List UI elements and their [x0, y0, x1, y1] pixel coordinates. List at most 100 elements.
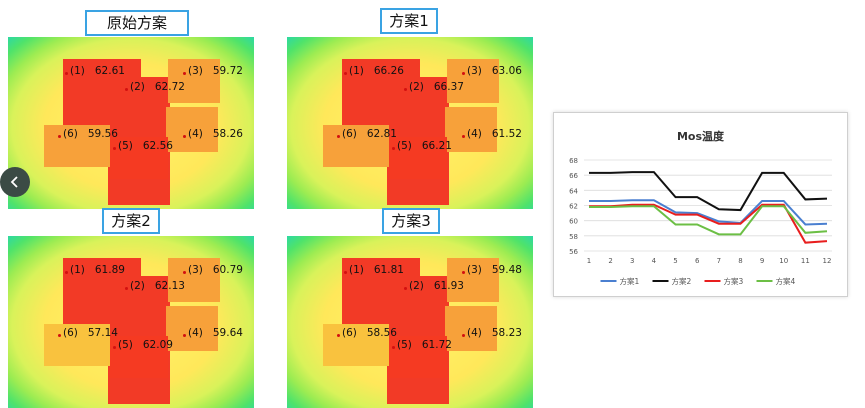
sensor-point-marker	[462, 271, 465, 274]
sensor-id: (3)	[467, 264, 482, 276]
y-tick-label: 56	[569, 248, 578, 256]
sensor-value: 59.64	[212, 327, 243, 339]
sensor-value: 62.56	[142, 140, 173, 152]
sensor-point-marker	[65, 271, 68, 274]
sensor-point-marker	[404, 88, 407, 91]
sensor-label: (6) 62.81	[342, 128, 397, 140]
chart-panel: Mos温度 56 58 60 62 64 66 68 1 2 3 4 5 6 7 8 9 10 11 12 方案1 方案2…	[553, 112, 848, 297]
sensor-id: (2)	[130, 280, 145, 292]
room-block	[44, 324, 110, 366]
heatmap-scheme2: (1) 61.89 (2) 62.13 (3) 60.79 (4) 59.64 (5) 62.09…	[8, 236, 254, 408]
sensor-label: (2) 62.13	[130, 280, 185, 292]
sensor-point-marker	[65, 72, 68, 75]
sensor-label: (2) 61.93	[409, 280, 464, 292]
sensor-point-marker	[392, 346, 395, 349]
chevron-left-icon	[10, 176, 18, 188]
sensor-id: (3)	[188, 264, 203, 276]
sensor-value: 59.48	[491, 264, 522, 276]
x-tick-label: 1	[587, 257, 591, 265]
y-tick-label: 62	[569, 203, 578, 211]
sensor-label: (4) 58.23	[467, 327, 522, 339]
sensor-label: (2) 66.37	[409, 81, 464, 93]
room-block	[389, 336, 447, 378]
x-tick-label: 4	[652, 257, 657, 265]
sensor-value: 62.09	[142, 339, 173, 351]
sensor-id: (5)	[118, 339, 133, 351]
room-block	[110, 336, 168, 378]
room-block	[389, 137, 447, 179]
heatmap-scheme3: (1) 61.81 (2) 61.93 (3) 59.48 (4) 58.23 (5) 61.72…	[287, 236, 533, 408]
sensor-id: (3)	[188, 65, 203, 77]
sensor-value: 61.89	[94, 264, 125, 276]
room-block	[445, 107, 497, 152]
sensor-value: 66.21	[421, 140, 452, 152]
sensor-point-marker	[462, 72, 465, 75]
sensor-label: (1) 61.89	[70, 264, 125, 276]
heatmap-scheme1: (1) 66.26 (2) 66.37 (3) 63.06 (4) 61.52 (5) 66.21…	[287, 37, 533, 209]
room-block	[447, 258, 499, 302]
sensor-id: (1)	[70, 65, 85, 77]
series-line-方案2	[589, 171, 828, 212]
room-block	[445, 306, 497, 351]
sensor-id: (4)	[188, 327, 203, 339]
sensor-value: 66.37	[433, 81, 464, 93]
previous-slide-button[interactable]	[0, 167, 30, 197]
sensor-label: (3) 60.79	[188, 264, 243, 276]
room-block	[166, 306, 218, 351]
sensor-point-marker	[337, 135, 340, 138]
chart-title: Mos温度	[677, 129, 725, 143]
sensor-id: (6)	[342, 327, 357, 339]
x-tick-label: 2	[608, 257, 612, 265]
sensor-label: (3) 59.72	[188, 65, 243, 77]
sensor-label: (1) 66.26	[349, 65, 404, 77]
sensor-value: 66.26	[373, 65, 404, 77]
panel-title-scheme2: 方案2	[102, 208, 160, 234]
sensor-value: 61.72	[421, 339, 452, 351]
sensor-id: (3)	[467, 65, 482, 77]
room-block	[166, 107, 218, 152]
sensor-point-marker	[462, 334, 465, 337]
sensor-id: (2)	[130, 81, 145, 93]
sensor-point-marker	[125, 287, 128, 290]
sensor-value: 59.72	[212, 65, 243, 77]
sensor-id: (2)	[409, 81, 424, 93]
x-tick-label: 3	[630, 257, 634, 265]
sensor-label: (3) 59.48	[467, 264, 522, 276]
sensor-label: (2) 62.72	[130, 81, 185, 93]
series-line-方案4	[589, 205, 828, 236]
sensor-value: 58.23	[491, 327, 522, 339]
sensor-value: 62.61	[94, 65, 125, 77]
sensor-point-marker	[404, 287, 407, 290]
sensor-id: (2)	[409, 280, 424, 292]
sensor-id: (6)	[63, 327, 78, 339]
sensor-id: (5)	[397, 140, 412, 152]
panel-title-scheme3: 方案3	[382, 208, 440, 234]
panel-title-original: 原始方案	[85, 10, 189, 36]
sensor-value: 58.26	[212, 128, 243, 140]
sensor-label: (4) 58.26	[188, 128, 243, 140]
sensor-point-marker	[337, 334, 340, 337]
sensor-id: (4)	[188, 128, 203, 140]
y-tick-label: 68	[569, 157, 578, 165]
room-block	[168, 59, 220, 103]
room-block	[447, 59, 499, 103]
sensor-id: (1)	[349, 65, 364, 77]
sensor-label: (1) 62.61	[70, 65, 125, 77]
sensor-id: (5)	[118, 140, 133, 152]
sensor-point-marker	[344, 271, 347, 274]
sensor-point-marker	[58, 334, 61, 337]
sensor-label: (6) 57.14	[63, 327, 118, 339]
sensor-label: (3) 63.06	[467, 65, 522, 77]
sensor-point-marker	[344, 72, 347, 75]
sensor-value: 61.93	[433, 280, 464, 292]
sensor-label: (5) 61.72	[397, 339, 452, 351]
legend-label: 方案2	[672, 276, 692, 286]
heatmap-original: (1) 62.61 (2) 62.72 (3) 59.72 (4) 58.26 (5) 62.56…	[8, 37, 254, 209]
room-block	[323, 125, 389, 167]
sensor-point-marker	[183, 135, 186, 138]
sensor-id: (1)	[349, 264, 364, 276]
legend-label: 方案4	[776, 276, 796, 286]
sensor-label: (5) 62.09	[118, 339, 173, 351]
sensor-id: (6)	[63, 128, 78, 140]
